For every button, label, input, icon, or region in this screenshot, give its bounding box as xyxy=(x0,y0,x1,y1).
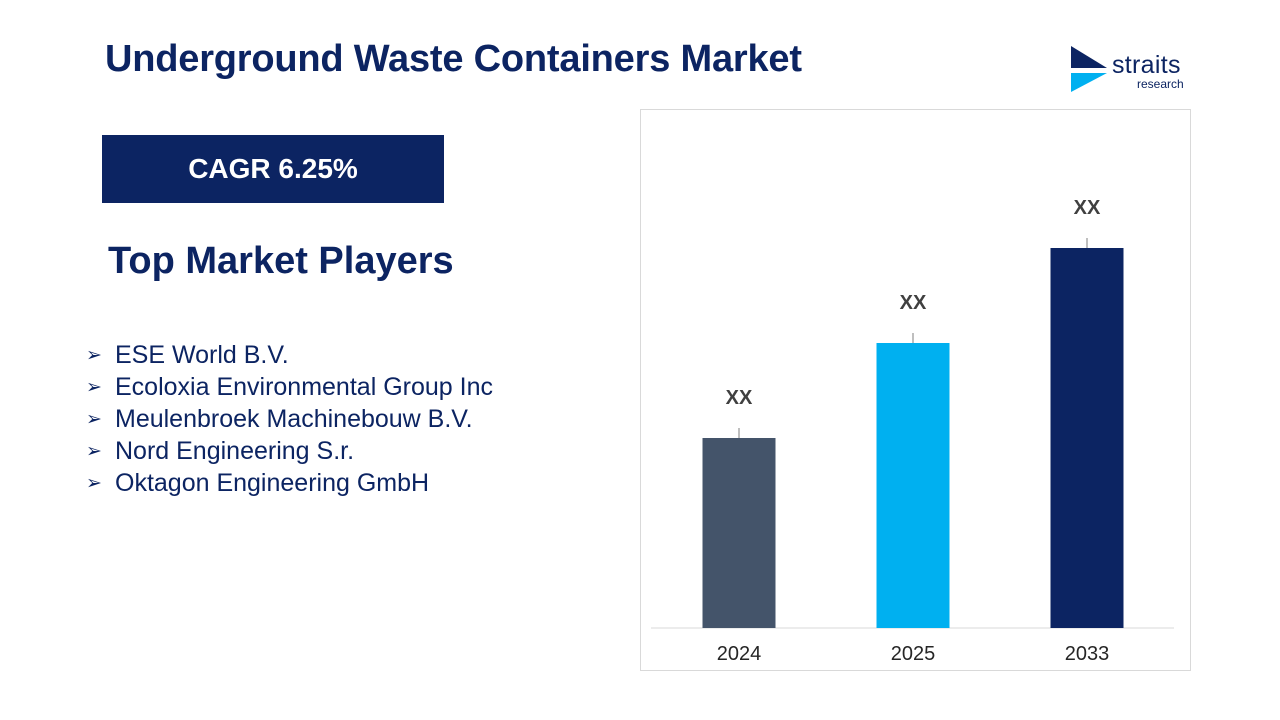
bar-2033 xyxy=(1050,248,1124,628)
arrow-bullet-icon: ➢ xyxy=(86,376,102,398)
arrow-bullet-icon: ➢ xyxy=(86,440,102,462)
straits-logo-icon xyxy=(1071,46,1107,92)
logo-name: straits xyxy=(1112,51,1181,79)
x-tick-label: 2024 xyxy=(717,643,762,665)
arrow-bullet-icon: ➢ xyxy=(86,344,102,366)
list-item: ➢ Nord Engineering S.r. xyxy=(86,435,493,467)
list-item: ➢ Meulenbroek Machinebouw B.V. xyxy=(86,403,493,435)
data-label: XX xyxy=(1074,197,1101,219)
player-name: Meulenbroek Machinebouw B.V. xyxy=(115,404,473,433)
straits-research-logo: straits research xyxy=(1068,44,1198,96)
player-name: Ecoloxia Environmental Group Inc xyxy=(115,372,493,401)
players-heading: Top Market Players xyxy=(108,240,454,282)
bar-chart-svg: XX 2024 XX 2025 XX 2033 xyxy=(651,197,1174,665)
arrow-bullet-icon: ➢ xyxy=(86,472,102,494)
list-item: ➢ ESE World B.V. xyxy=(86,339,493,371)
data-label: XX xyxy=(726,387,753,409)
x-tick-label: 2025 xyxy=(891,643,936,665)
player-name: Nord Engineering S.r. xyxy=(115,436,355,465)
cagr-badge: CAGR 6.25% xyxy=(102,135,444,203)
player-name: ESE World B.V. xyxy=(115,340,289,369)
bar-2024 xyxy=(702,438,776,628)
page-title: Underground Waste Containers Market xyxy=(105,38,802,80)
logo-subtitle: research xyxy=(1137,77,1184,91)
list-item: ➢ Oktagon Engineering GmbH xyxy=(86,467,493,499)
arrow-bullet-icon: ➢ xyxy=(86,408,102,430)
cagr-label: CAGR 6.25% xyxy=(188,153,358,184)
data-label: XX xyxy=(900,292,927,314)
bar-chart: XX 2024 XX 2025 XX 2033 xyxy=(640,109,1191,671)
list-item: ➢ Ecoloxia Environmental Group Inc xyxy=(86,371,493,403)
player-name: Oktagon Engineering GmbH xyxy=(115,468,430,497)
players-list: ➢ ESE World B.V. ➢ Ecoloxia Environmental … xyxy=(86,339,493,499)
x-tick-label: 2033 xyxy=(1065,643,1110,665)
bar-2025 xyxy=(876,343,950,628)
